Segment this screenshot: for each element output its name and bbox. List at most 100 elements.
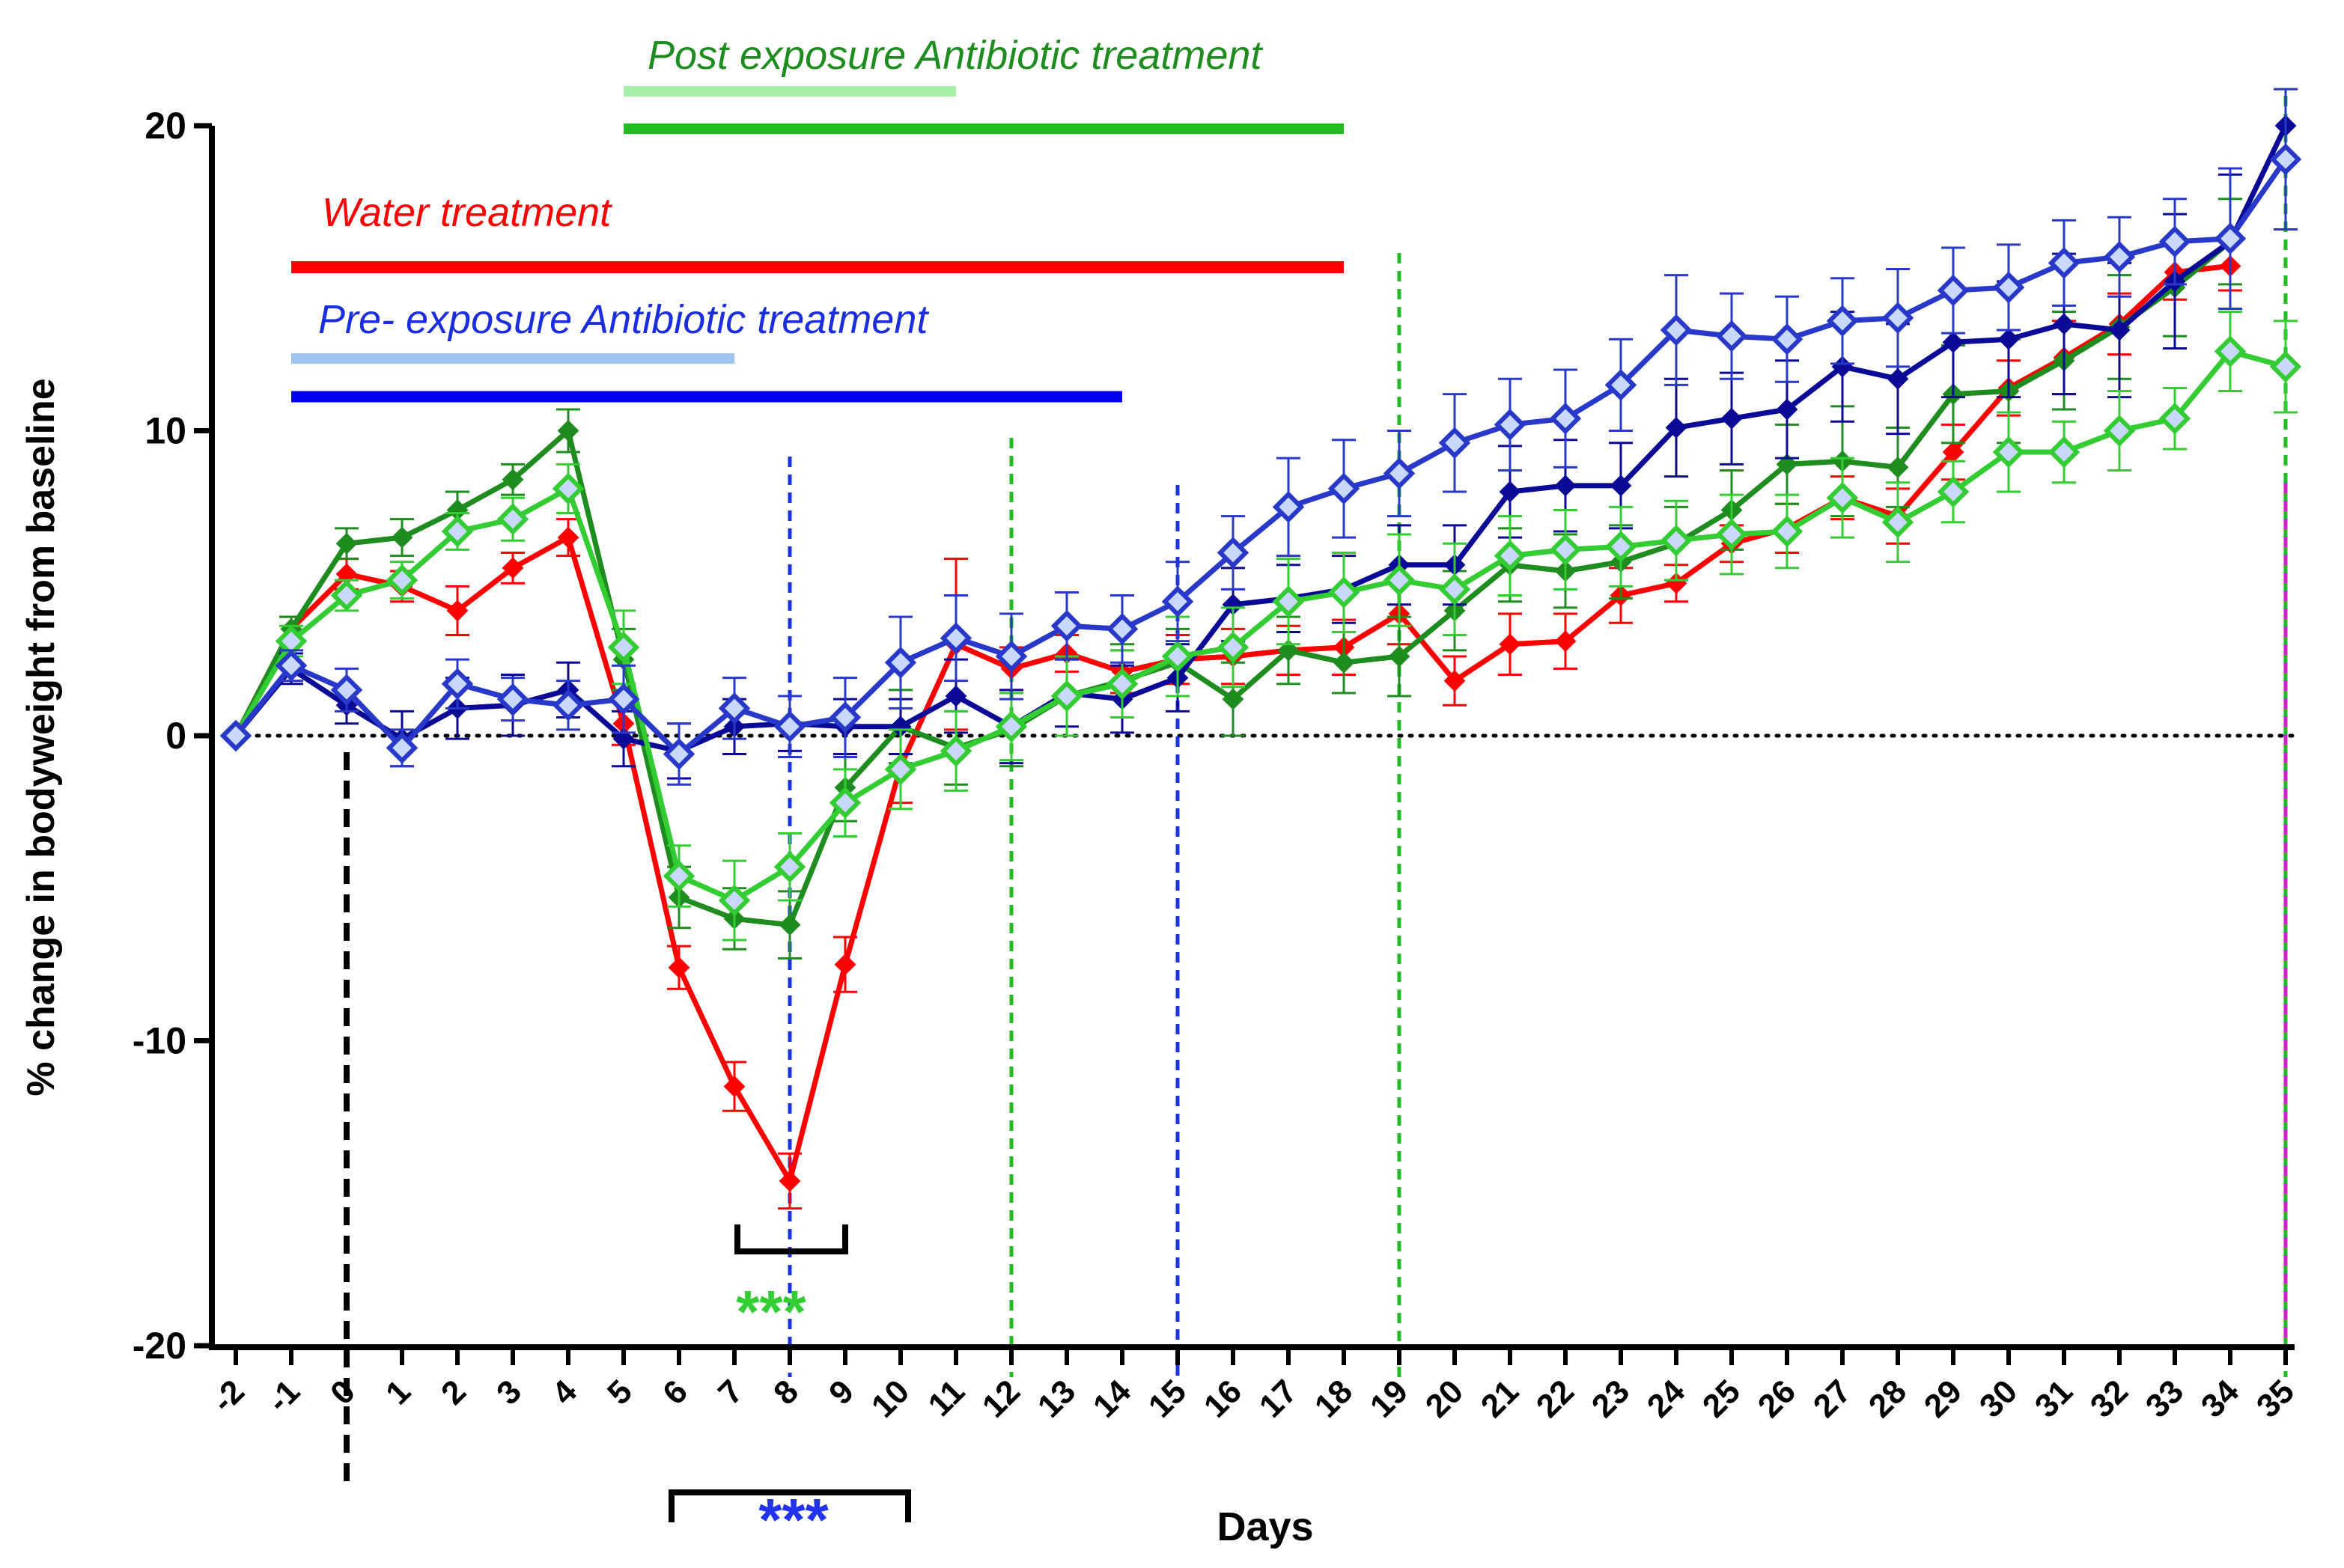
annotation-post-exposure: Post exposure Antibiotic treatment (648, 33, 1263, 78)
x-tick-label: 32 (2083, 1373, 2135, 1424)
data-point (1272, 585, 1305, 617)
data-point (995, 710, 1028, 743)
data-point (884, 646, 917, 679)
data-point (663, 860, 695, 892)
x-axis-label: Days (1217, 1504, 1313, 1549)
data-point (945, 685, 967, 707)
x-tick-label: 23 (1585, 1373, 1637, 1424)
data-point (1715, 320, 1748, 353)
data-point (2103, 240, 2136, 273)
x-tick-label: 15 (1142, 1373, 1193, 1424)
data-point (718, 692, 751, 724)
y-tick-label: 20 (144, 105, 186, 147)
annotation-water: Water treatment (322, 190, 612, 235)
data-point (441, 515, 474, 548)
x-tick-label: 26 (1751, 1373, 1803, 1424)
data-point (779, 1170, 801, 1192)
data-point (773, 850, 806, 883)
data-point (723, 1076, 746, 1098)
data-point (607, 631, 640, 664)
x-tick-label: 6 (656, 1373, 695, 1412)
x-tick-label: 14 (1086, 1373, 1139, 1425)
data-point (1222, 688, 1244, 710)
series-line (234, 124, 2289, 754)
data-point (2158, 402, 2191, 435)
x-tick-label: 19 (1363, 1373, 1415, 1424)
x-tick-label: 20 (1419, 1373, 1470, 1424)
data-point (2048, 436, 2080, 469)
data-point (1776, 398, 1798, 421)
data-point (335, 532, 358, 555)
data-point (829, 701, 862, 733)
x-tick-label: 34 (2194, 1373, 2247, 1425)
data-point (1771, 323, 1803, 356)
data-point (1887, 456, 1909, 478)
data-point (502, 557, 524, 579)
data-point (557, 420, 579, 442)
y-tick-label: -20 (133, 1325, 186, 1367)
data-point (940, 735, 972, 767)
x-tick-label: 25 (1696, 1373, 1747, 1424)
x-tick-label: 2 (434, 1373, 473, 1412)
data-point (1992, 436, 2025, 469)
data-point (1715, 518, 1748, 551)
y-axis-label: % change in bodyweight from baseline (19, 378, 63, 1096)
y-tick-label: -10 (133, 1020, 186, 1062)
x-tick-label: 30 (1973, 1373, 2024, 1424)
x-tick-label: 27 (1806, 1373, 1858, 1424)
series-2 (219, 311, 2302, 942)
x-tick-label: 3 (490, 1373, 529, 1412)
data-point (496, 503, 529, 535)
data-point (1217, 631, 1249, 664)
x-tick-label: 10 (865, 1373, 916, 1424)
data-point (1887, 367, 1909, 390)
data-point (1554, 475, 1577, 497)
stars-blue: *** (758, 1486, 829, 1553)
data-point (773, 710, 806, 743)
data-point (1383, 457, 1416, 489)
x-tick-label: 5 (600, 1373, 639, 1412)
data-point (2269, 350, 2302, 383)
data-point (1106, 613, 1139, 645)
data-point (1327, 472, 1360, 505)
data-point (1499, 633, 1521, 656)
data-point (1826, 305, 1859, 338)
data-point (834, 954, 856, 976)
brackets (669, 1224, 911, 1522)
data-point (1383, 564, 1416, 597)
data-point (1494, 540, 1526, 572)
data-point (1937, 274, 1970, 307)
data-point (502, 469, 524, 491)
data-point (386, 732, 418, 764)
data-point (330, 674, 363, 707)
data-point (940, 622, 972, 654)
x-tick-label: 31 (2028, 1373, 2080, 1424)
data-point (1720, 407, 1743, 430)
data-point (1549, 534, 1582, 566)
data-point (1499, 481, 1521, 503)
x-tick-label: -1 (261, 1373, 307, 1419)
data-point (1438, 573, 1471, 605)
data-point (1494, 409, 1526, 441)
x-tick-label: 18 (1308, 1373, 1360, 1424)
data-point (779, 914, 801, 936)
data-point (1992, 271, 2025, 304)
x-tick-label: 9 (822, 1373, 861, 1412)
data-point (884, 753, 917, 786)
data-point (2053, 313, 2075, 335)
data-point (446, 600, 469, 622)
data-point (1161, 640, 1194, 673)
x-tick-label: -2 (205, 1373, 252, 1419)
data-point (1660, 524, 1693, 557)
data-point (1660, 314, 1693, 347)
x-tick-label: 33 (2139, 1373, 2191, 1424)
data-point (1937, 475, 1970, 508)
data-point (1217, 537, 1249, 569)
series-4 (219, 88, 2302, 786)
x-tick-label: 0 (323, 1373, 362, 1412)
data-point (2214, 222, 2247, 255)
stars-green: *** (736, 1278, 806, 1345)
data-point (1554, 630, 1577, 653)
x-tick-label: 1 (379, 1373, 418, 1412)
